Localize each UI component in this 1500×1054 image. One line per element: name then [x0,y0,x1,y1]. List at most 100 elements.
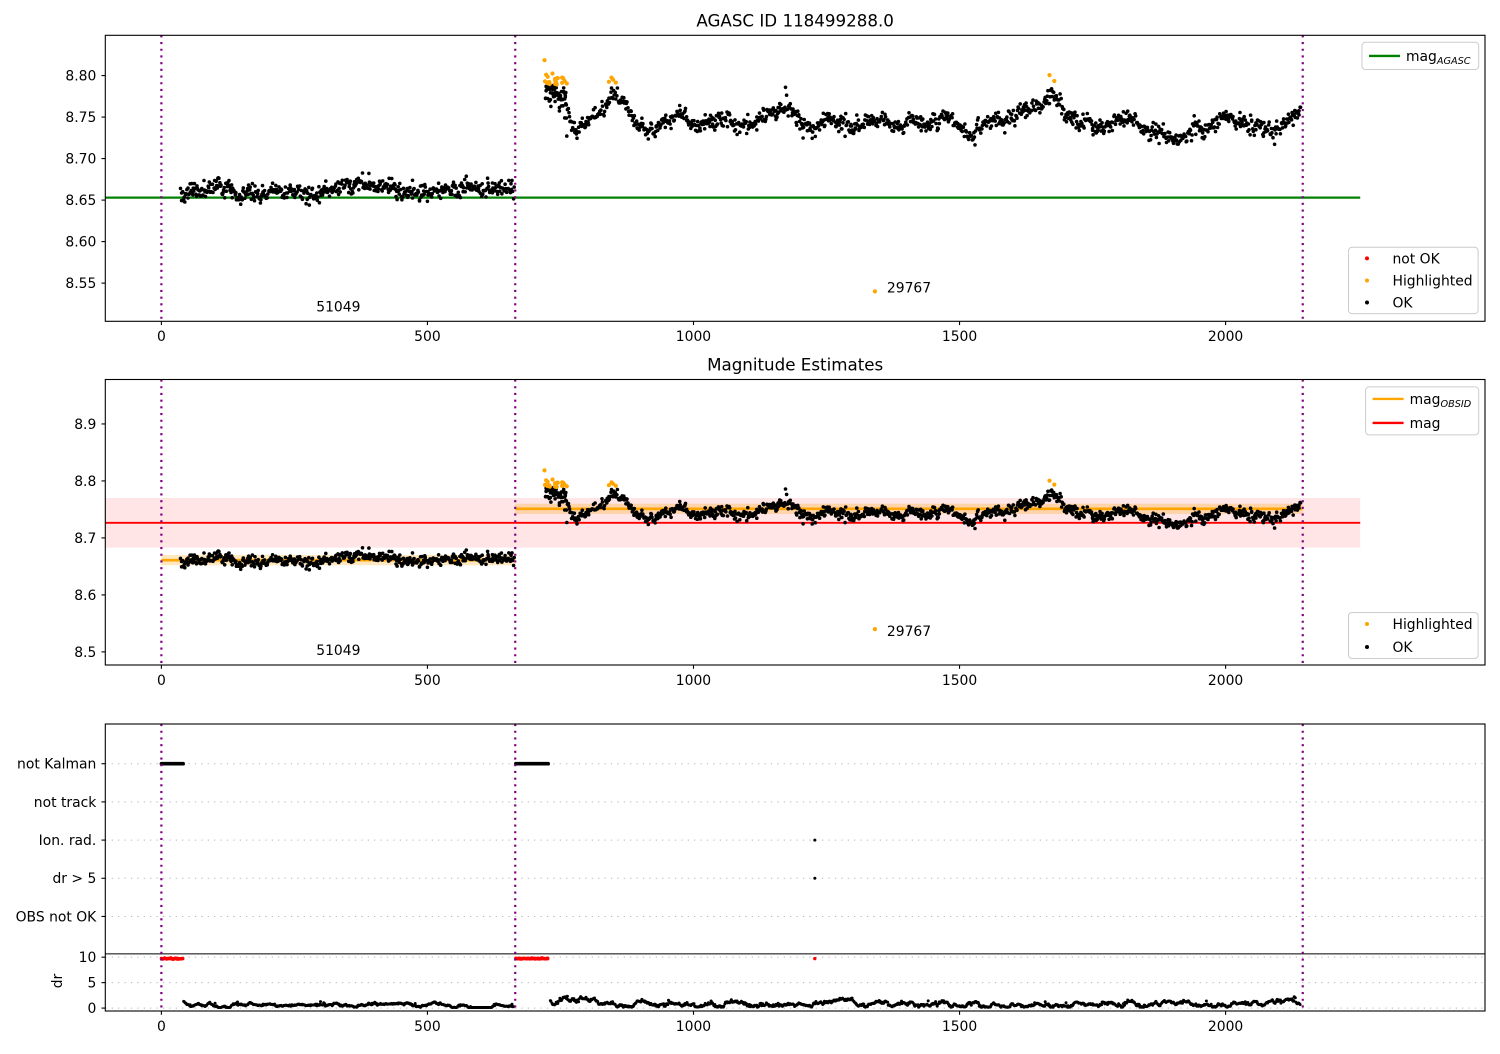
data-point [876,125,880,129]
legend-label-text: OK [1393,295,1414,311]
data-point [832,507,836,511]
data-point [990,514,994,518]
data-point [785,93,789,97]
data-point [1217,122,1221,126]
data-point [838,123,842,127]
data-point [338,559,342,563]
data-point [1201,131,1205,135]
legend-label-text: mag [1410,392,1441,408]
data-point [1184,135,1188,139]
data-point [1155,136,1159,140]
data-point [1109,125,1113,129]
data-point [934,509,938,513]
data-point [1031,496,1035,500]
legend-label-subscript: OBSID [1440,399,1471,410]
data-point [724,510,728,514]
data-point [548,485,552,489]
data-point [830,122,834,126]
data-point [1299,106,1303,110]
data-point [1018,102,1022,106]
data-point [1073,110,1077,114]
data-point [647,523,651,527]
data-point [997,111,1001,115]
data-point [802,126,806,130]
data-point [927,999,930,1002]
data-point [599,108,603,112]
data-point [647,137,651,141]
data-point [202,551,206,555]
data-point [568,507,572,511]
data-point [1279,132,1283,136]
y-tick-label: 8.5 [74,645,96,661]
data-point [261,555,265,559]
data-point [650,516,654,520]
data-point [841,121,845,125]
data-point [1018,499,1022,503]
data-point [897,120,901,124]
data-point [230,563,234,567]
data-point [664,126,668,130]
data-point [422,193,426,197]
data-point [507,179,511,183]
data-point [481,193,485,197]
data-point [813,957,816,960]
data-point [1075,114,1079,118]
data-point [823,124,827,128]
data-point [337,187,341,191]
data-point [965,518,969,522]
data-point [762,503,766,507]
data-point [614,91,618,95]
x-tick-label: 1000 [676,673,711,689]
data-point [1157,526,1161,530]
legend: magAGASC [1362,42,1479,69]
data-point [965,130,969,134]
data-point [716,513,720,517]
data-point [343,183,347,187]
data-point [1274,519,1278,523]
data-point [328,194,332,198]
data-point [549,496,553,500]
data-point [1024,101,1028,105]
data-point [1275,510,1279,514]
data-point [1005,115,1009,119]
data-point [616,86,620,90]
data-point [1078,517,1082,521]
data-point [669,127,673,131]
data-point [641,512,645,516]
data-point [204,195,208,199]
legend-label-subscript: AGASC [1436,56,1471,67]
data-point [308,568,312,572]
obsid-annotation: 29767 [887,280,931,296]
data-point [324,552,328,556]
data-point [857,510,861,514]
data-point [1162,122,1166,126]
data-point [902,131,906,135]
data-point [745,519,749,523]
data-point [581,116,585,120]
data-point [503,182,507,186]
data-point [1194,133,1198,137]
data-point [902,518,906,522]
data-point [614,484,618,488]
data-point [367,172,371,176]
data-point [813,839,816,842]
data-point [1250,119,1254,123]
data-point [973,143,977,147]
data-point [454,186,458,190]
data-point [813,877,816,880]
chart-title: Magnitude Estimates [707,355,883,375]
data-point [906,513,910,517]
data-point [349,179,353,183]
data-point [304,202,308,206]
data-point [716,122,720,126]
data-point [979,131,983,135]
data-point [1253,134,1257,138]
data-point [1086,505,1090,509]
data-point [692,119,696,123]
data-point [211,191,215,195]
data-point [755,128,759,132]
data-point [662,1002,665,1005]
data-point [1273,526,1277,530]
data-point [1190,139,1194,143]
